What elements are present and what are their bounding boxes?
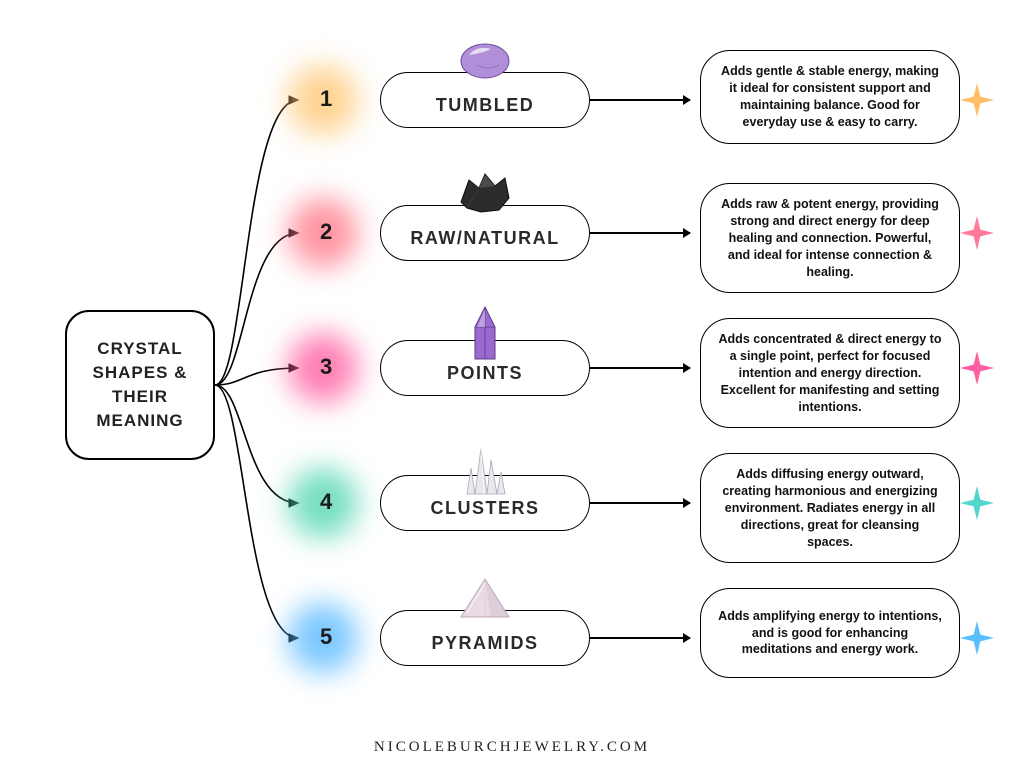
sparkle-icon [960, 486, 994, 520]
shape-label: CLUSTERS [430, 498, 539, 519]
shape-pill: RAW/NATURAL [380, 205, 590, 261]
shape-label: PYRAMIDS [431, 633, 538, 654]
sparkle-icon [960, 83, 994, 117]
footer-credit: NICOLEBURCHJEWELRY.COM [0, 739, 1024, 756]
description-text: Adds gentle & stable energy, making it i… [717, 63, 943, 131]
item-number: 4 [320, 489, 332, 515]
item-number: 5 [320, 624, 332, 650]
description-text: Adds diffusing energy outward, creating … [717, 466, 943, 550]
sparkle-icon [960, 216, 994, 250]
tumbled-crystal-icon [457, 35, 513, 81]
sparkle-icon [960, 621, 994, 655]
arrow-icon [590, 502, 690, 504]
cluster-crystal-icon [457, 438, 513, 496]
arrow-icon [590, 637, 690, 639]
description-text: Adds concentrated & direct energy to a s… [717, 331, 943, 415]
shape-pill: CLUSTERS [380, 475, 590, 531]
description-text: Adds amplifying energy to intentions, an… [717, 608, 943, 659]
description-pill: Adds amplifying energy to intentions, an… [700, 588, 960, 678]
pyramid-crystal-icon [453, 573, 517, 623]
sparkle-icon [960, 351, 994, 385]
arrow-icon [590, 99, 690, 101]
item-number: 1 [320, 86, 332, 112]
shape-label: POINTS [447, 363, 523, 384]
description-pill: Adds raw & potent energy, providing stro… [700, 183, 960, 293]
description-text: Adds raw & potent energy, providing stro… [717, 196, 943, 280]
description-pill: Adds diffusing energy outward, creating … [700, 453, 960, 563]
description-pill: Adds gentle & stable energy, making it i… [700, 50, 960, 144]
arrow-icon [590, 232, 690, 234]
item-number: 2 [320, 219, 332, 245]
point-crystal-icon [463, 303, 507, 361]
arrow-icon [590, 367, 690, 369]
item-number: 3 [320, 354, 332, 380]
shape-pill: TUMBLED [380, 72, 590, 128]
description-pill: Adds concentrated & direct energy to a s… [700, 318, 960, 428]
raw-crystal-icon [455, 168, 515, 216]
shape-label: TUMBLED [436, 95, 535, 116]
shape-label: RAW/NATURAL [410, 228, 559, 249]
shape-pill: POINTS [380, 340, 590, 396]
shape-pill: PYRAMIDS [380, 610, 590, 666]
